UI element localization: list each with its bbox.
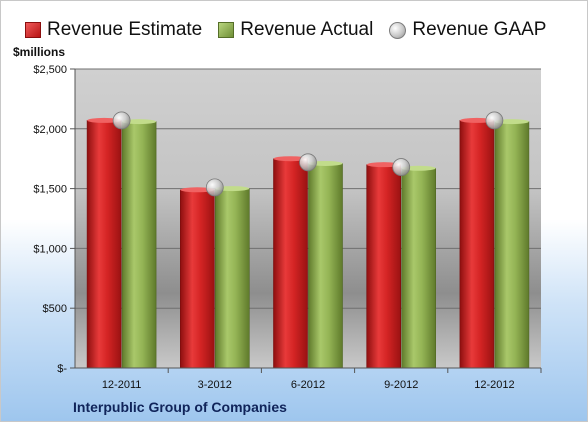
legend-swatch-actual: [218, 22, 235, 38]
x-tick-label: 12-2012: [474, 379, 514, 391]
bar-top-revenue-estimate: [366, 162, 401, 168]
bar-revenue-estimate: [273, 158, 308, 369]
x-tick-label: 6-2012: [291, 379, 325, 391]
bar-top-revenue-actual: [494, 119, 529, 125]
marker-revenue-gaap: [392, 158, 411, 176]
bar-revenue-estimate: [366, 164, 402, 369]
bar-top-revenue-estimate: [459, 117, 494, 123]
bar-revenue-estimate: [86, 120, 122, 369]
legend-label-actual: Revenue Actual: [240, 19, 374, 40]
bar-top-revenue-estimate: [180, 187, 215, 193]
legend: Revenue Estimate Revenue Actual Revenue …: [25, 17, 546, 43]
legend-swatch-gaap: [389, 21, 407, 39]
bar-revenue-actual: [215, 188, 250, 369]
marker-revenue-gaap: [205, 178, 224, 197]
legend-item-revenue-gaap: Revenue GAAP: [389, 19, 546, 41]
bar-top-revenue-actual: [308, 160, 343, 166]
marker-revenue-gaap: [299, 153, 317, 172]
y-tick-label: $-: [57, 363, 67, 375]
marker-revenue-gaap: [485, 111, 504, 130]
y-tick-label: $2,500: [33, 64, 67, 76]
y-tick-label: $1,500: [33, 184, 67, 196]
bar-revenue-estimate: [459, 120, 495, 369]
bar-top-revenue-actual: [401, 165, 436, 171]
bar-revenue-actual: [494, 121, 530, 369]
bar-revenue-actual: [308, 163, 343, 369]
bar-revenue-actual: [121, 121, 157, 369]
x-tick-label: 12-2011: [102, 379, 142, 391]
x-tick-label: 3-2012: [198, 379, 232, 391]
bar-revenue-estimate: [180, 189, 215, 369]
marker-revenue-gaap: [112, 111, 131, 130]
legend-label-estimate: Revenue Estimate: [47, 19, 203, 40]
bar-top-revenue-actual: [215, 186, 250, 192]
legend-label-gaap: Revenue GAAP: [412, 19, 547, 40]
y-tick-label: $2,000: [33, 124, 67, 136]
bar-top-revenue-estimate: [87, 117, 122, 123]
y-tick-label: $1,000: [33, 243, 67, 255]
y-tick-label: $500: [43, 303, 67, 315]
company-name: Interpublic Group of Companies: [73, 399, 287, 415]
x-tick-label: 9-2012: [384, 379, 418, 391]
legend-item-revenue-actual: Revenue Actual: [218, 19, 373, 41]
bar-top-revenue-actual: [122, 119, 157, 125]
legend-item-revenue-estimate: Revenue Estimate: [25, 19, 202, 41]
legend-swatch-estimate: [25, 22, 41, 38]
bar-top-revenue-estimate: [273, 156, 308, 162]
y-axis-unit-label: $millions: [13, 45, 66, 59]
bar-revenue-actual: [401, 167, 437, 369]
